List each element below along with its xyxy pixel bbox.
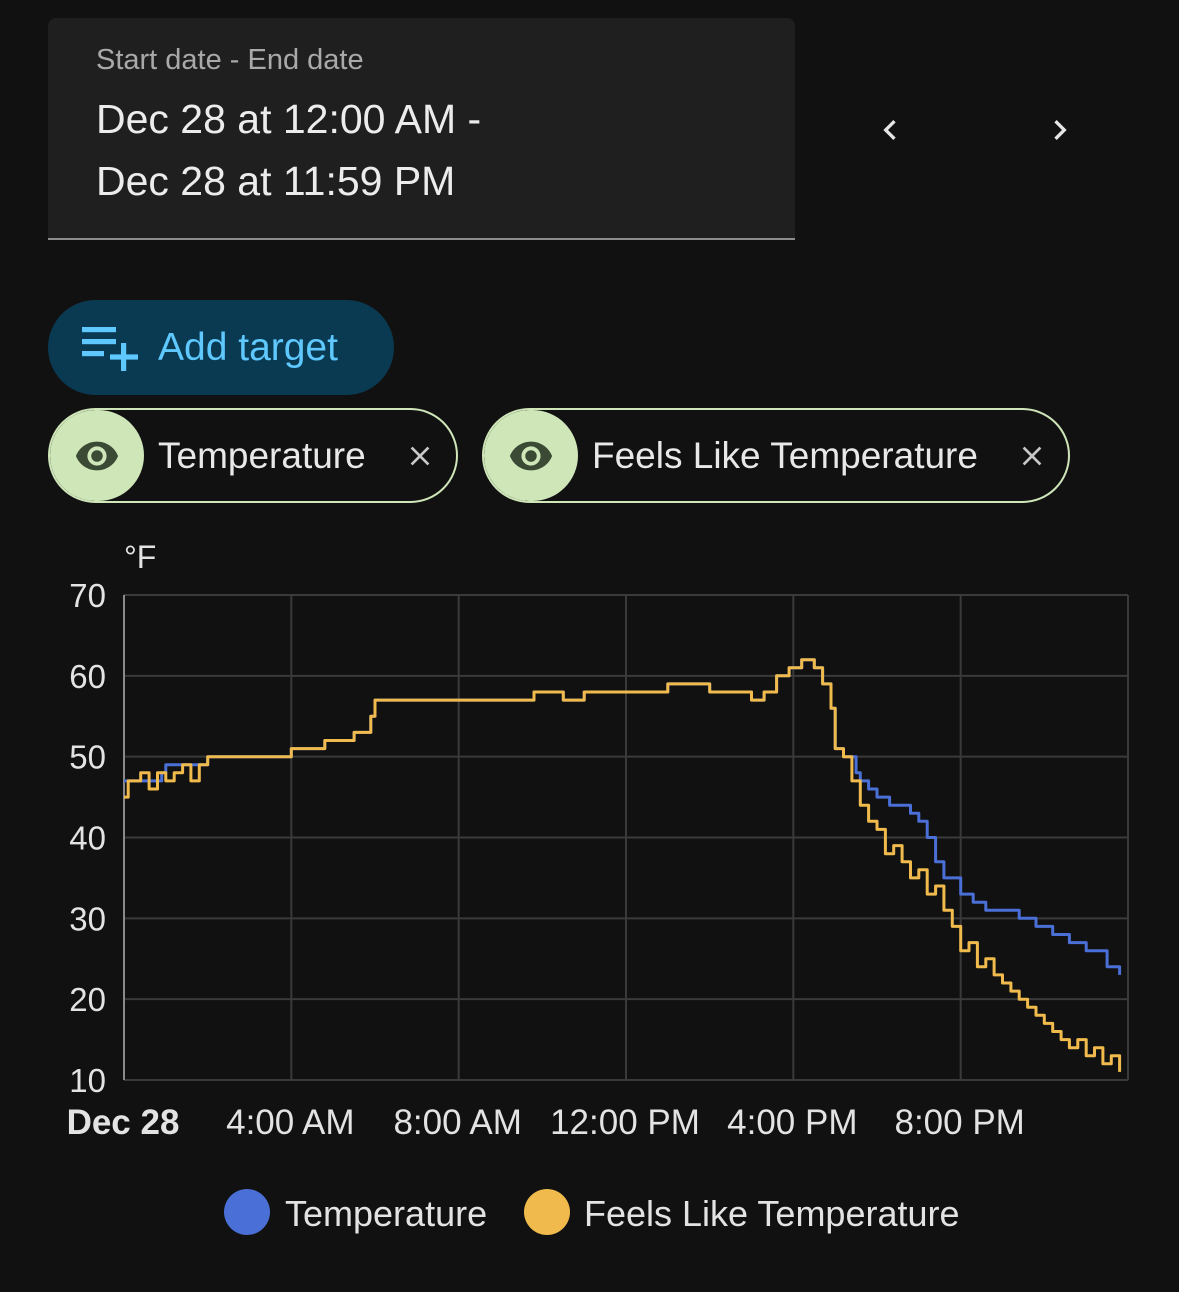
- add-target-button[interactable]: Add target: [48, 300, 394, 395]
- x-tick-label: 12:00 PM: [550, 1103, 700, 1142]
- y-axis-ticks: 10 20 30 40 50 60 70: [69, 577, 106, 1099]
- legend-dot-temperature: [224, 1189, 270, 1235]
- chart-series: [124, 658, 1122, 1072]
- series-line-feels-like: [124, 658, 1122, 1072]
- x-tick-label: 4:00 PM: [727, 1103, 857, 1142]
- legend-label-temperature[interactable]: Temperature: [285, 1193, 487, 1234]
- y-tick-label: 40: [69, 820, 106, 857]
- chevron-right-icon: [1054, 120, 1067, 140]
- target-chip-label: Feels Like Temperature: [592, 434, 978, 476]
- close-icon[interactable]: [404, 440, 436, 472]
- temperature-history-chart: °F 10 20 30 40 50 60 70 Dec 28 4:00 AM 8:00 AM 12…: [67, 539, 1129, 1235]
- y-tick-label: 20: [69, 981, 106, 1018]
- toggle-visibility-temperature[interactable]: [50, 410, 144, 501]
- add-target-label: Add target: [158, 325, 338, 369]
- legend-label-feels-like[interactable]: Feels Like Temperature: [584, 1193, 960, 1234]
- series-line-temperature: [124, 658, 1122, 975]
- legend-dot-feels-like: [524, 1189, 570, 1235]
- y-tick-label: 10: [69, 1062, 106, 1099]
- toggle-visibility-feels-like[interactable]: [484, 410, 578, 501]
- chart-legend: Temperature Feels Like Temperature: [224, 1189, 960, 1235]
- chevron-left-icon: [883, 120, 896, 140]
- target-chip-temperature: Temperature: [48, 408, 458, 503]
- y-tick-label: 30: [69, 900, 106, 937]
- date-range-end: Dec 28 at 11:59 PM: [96, 158, 456, 204]
- date-range-label: Start date - End date: [96, 44, 364, 76]
- target-chip-label: Temperature: [158, 434, 366, 476]
- playlist-plus-icon: [82, 326, 138, 371]
- previous-period-button[interactable]: [860, 100, 920, 160]
- target-chip-feels-like: Feels Like Temperature: [482, 408, 1070, 503]
- x-tick-label: 4:00 AM: [226, 1103, 354, 1142]
- eye-icon: [75, 441, 119, 470]
- y-tick-label: 70: [69, 577, 106, 614]
- x-tick-label: 8:00 AM: [393, 1103, 521, 1142]
- y-axis-unit-label: °F: [124, 539, 156, 575]
- y-tick-label: 50: [69, 739, 106, 776]
- x-axis-ticks: Dec 28 4:00 AM 8:00 AM 12:00 PM 4:00 PM 8:00 …: [67, 1103, 1025, 1142]
- x-tick-label: 8:00 PM: [894, 1103, 1024, 1142]
- eye-icon: [509, 441, 553, 470]
- x-tick-label: Dec 28: [67, 1103, 180, 1142]
- close-icon[interactable]: [1016, 440, 1048, 472]
- chart-grid: [123, 594, 1129, 1081]
- date-range-picker[interactable]: Start date - End date Dec 28 at 12:00 AM…: [48, 18, 795, 240]
- y-tick-label: 60: [69, 658, 106, 695]
- date-range-start: Dec 28 at 12:00 AM -: [96, 96, 482, 142]
- next-period-button[interactable]: [1030, 100, 1090, 160]
